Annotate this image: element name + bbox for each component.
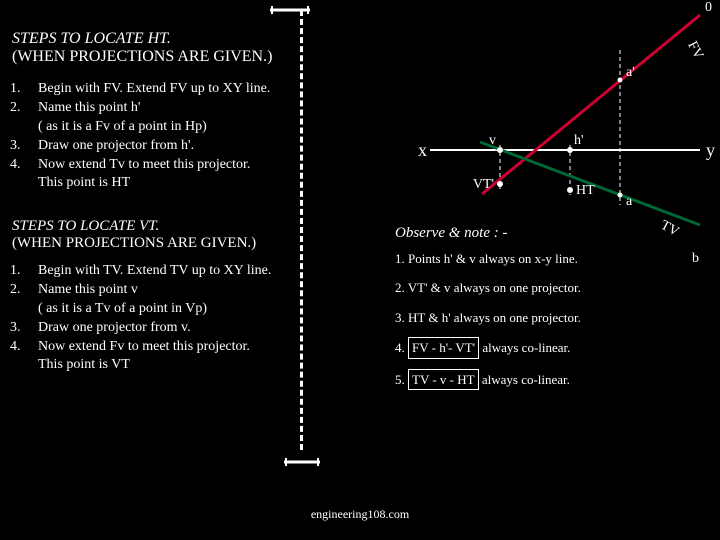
step-num: 2. [10,99,38,118]
step-num: 2. [10,281,38,300]
note-prefix: 4. [395,340,408,355]
step-num: 1. [10,80,38,99]
step-text: Name this point h' [38,99,140,118]
step-num [10,118,38,137]
step-text: ( as it is a Tv of a point in Vp) [38,300,207,319]
svg-text:x: x [418,140,427,160]
title-ht-line1: STEPS TO LOCATE HT. [12,30,272,48]
step-num [10,174,38,193]
svg-text:h': h' [574,133,584,148]
step-text: This point is HT [38,174,130,193]
svg-text:FV: FV [684,39,706,62]
step-num: 4. [10,156,38,175]
note-item: 2. VT' & v always on one projector. [395,278,581,298]
step-num: 4. [10,338,38,357]
step-text: Begin with FV. Extend FV up to XY line. [38,80,270,99]
svg-text:TV: TV [658,218,682,240]
step-text: Draw one projector from v. [38,319,191,338]
step-text: Draw one projector from h'. [38,137,194,156]
note-item: 3. HT & h' always on one projector. [395,308,581,328]
step-text: Begin with TV. Extend TV up to XY line. [38,262,271,281]
step-num: 3. [10,137,38,156]
title-vt: STEPS TO LOCATE VT. (WHEN PROJECTIONS AR… [12,218,256,252]
steps-vt: 1.Begin with TV. Extend TV up to XY line… [10,262,271,375]
title-ht: STEPS TO LOCATE HT. (WHEN PROJECTIONS AR… [12,30,272,66]
title-vt-line2: (WHEN PROJECTIONS ARE GIVEN.) [12,235,256,252]
note-item-boxed: 4. FV - h'- VT' always co-linear. [395,337,581,359]
title-ht-line2: (WHEN PROJECTIONS ARE GIVEN.) [12,48,272,66]
svg-text:VT': VT' [473,177,494,192]
step-text: Now extend Fv to meet this projector. [38,338,250,357]
svg-text:a: a [626,194,633,209]
step-num: 3. [10,319,38,338]
step-text: This point is VT [38,356,130,375]
note-suffix: always co-linear. [479,340,570,355]
center-dashed-line [300,10,303,450]
note-suffix: always co-linear. [479,372,570,387]
observe-title: Observe & note : - [395,222,581,245]
svg-text:v: v [489,133,496,148]
svg-text:y: y [706,140,715,160]
steps-ht: 1.Begin with FV. Extend FV up to XY line… [10,80,270,193]
note-prefix: 5. [395,372,408,387]
svg-text:a': a' [626,65,635,80]
notes-block: Observe & note : - 1. Points h' & v alwa… [395,222,581,390]
step-num: 1. [10,262,38,281]
step-text: Name this point v [38,281,138,300]
footer-text: engineering108.com [0,507,720,522]
svg-text:HT: HT [576,183,595,198]
step-num [10,300,38,319]
note-item-boxed: 5. TV - v - HT always co-linear. [395,369,581,391]
note-box: FV - h'- VT' [408,337,479,359]
step-num [10,356,38,375]
note-item: 1. Points h' & v always on x-y line. [395,249,581,269]
note-box: TV - v - HT [408,369,479,391]
step-text: ( as it is a Fv of a point in Hp) [38,118,207,137]
title-vt-line1: STEPS TO LOCATE VT. [12,218,256,235]
step-text: Now extend Tv to meet this projector. [38,156,250,175]
svg-text:b: b [692,251,699,266]
